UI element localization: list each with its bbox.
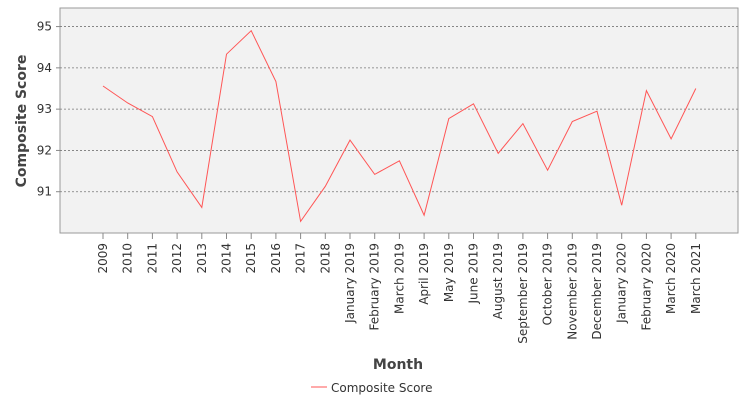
y-tick-label-92: 92 <box>37 143 52 157</box>
x-tick-label: September 2019 <box>516 243 530 344</box>
series-line-composite-score <box>102 29 697 223</box>
x-tick-label: February 2020 <box>639 243 653 331</box>
x-tick-label: November 2019 <box>565 243 579 340</box>
x-axis-title: Month <box>373 357 423 373</box>
y-axis: 91 92 93 94 95 <box>37 20 60 199</box>
x-tick-label: 2010 <box>121 243 135 274</box>
plot-area <box>59 7 739 234</box>
x-tick-label: January 2019 <box>343 243 357 324</box>
y-tick-label-94: 94 <box>37 61 52 75</box>
x-tick-label: August 2019 <box>491 243 505 319</box>
legend: Composite Score <box>311 381 432 395</box>
x-tick-label: 2013 <box>195 243 209 274</box>
x-tick-label: 2011 <box>145 243 159 274</box>
y-tick-label-93: 93 <box>37 102 52 116</box>
x-tick-label: March 2021 <box>689 243 703 314</box>
x-axis: 2009 2010 2011 2012 2013 2014 2015 2016 2017 2018… <box>96 233 703 344</box>
x-tick-label: April 2019 <box>417 243 431 305</box>
x-tick-label: February 2019 <box>368 243 382 331</box>
x-tick-label: 2015 <box>244 243 258 274</box>
x-tick-label: 2017 <box>294 243 308 274</box>
x-tick-label: June 2019 <box>467 243 481 305</box>
x-tick-label: March 2019 <box>392 243 406 314</box>
x-tick-label: 2012 <box>170 243 184 274</box>
x-tick-label: December 2019 <box>590 243 604 340</box>
y-tick-label-91: 91 <box>37 185 52 199</box>
x-tick-label: October 2019 <box>541 243 555 325</box>
x-tick-label: March 2020 <box>664 243 678 314</box>
x-tick-label: January 2020 <box>615 243 629 324</box>
legend-label: Composite Score <box>331 381 432 395</box>
x-tick-label: May 2019 <box>442 243 456 302</box>
y-axis-title: Composite Score <box>14 55 30 188</box>
x-tick-label: 2014 <box>220 243 234 274</box>
y-tick-label-95: 95 <box>37 20 52 34</box>
x-tick-label: 2018 <box>318 243 332 274</box>
x-tick-label: 2009 <box>96 243 110 274</box>
x-tick-label: 2016 <box>269 243 283 274</box>
